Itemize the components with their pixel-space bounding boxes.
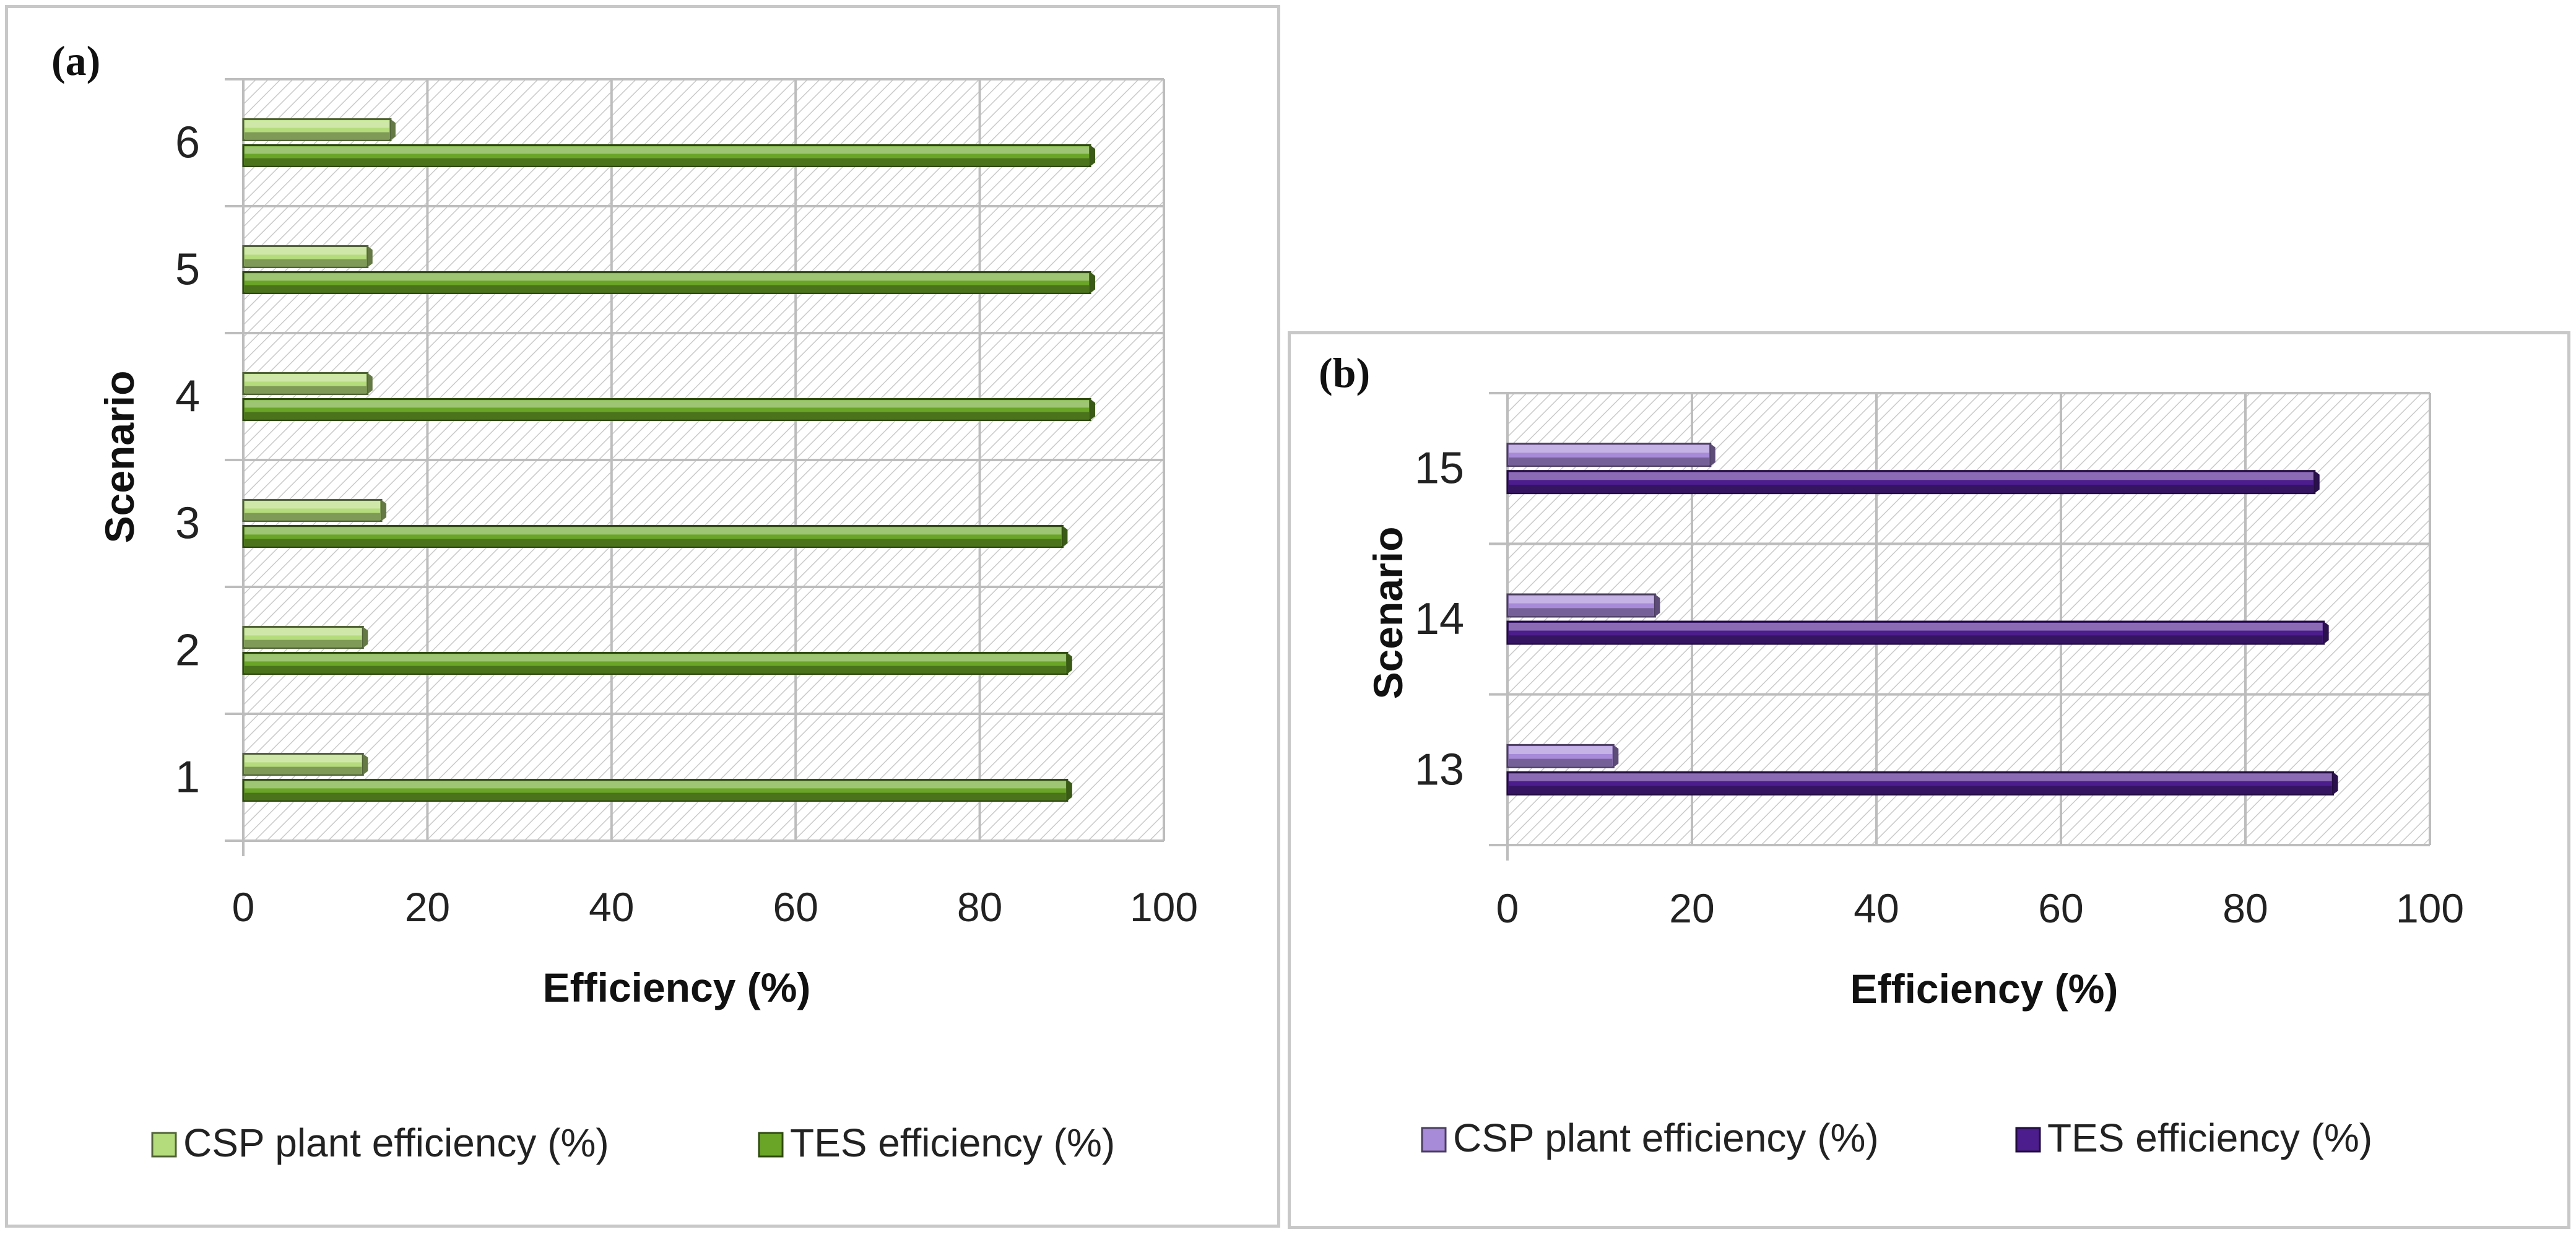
y-tick-label-b: 13 [1415, 745, 1464, 794]
bar-a-tes-scenario-3 [242, 525, 1068, 548]
bar-b-csp-scenario-15 [1506, 443, 1715, 467]
y-tick-label-a: 5 [175, 245, 200, 295]
legend-text-b-csp: CSP plant efficiency (%) [1453, 1116, 1879, 1160]
x-tick-label-b: 80 [2223, 885, 2268, 931]
legend-item-a-tes: TES efficiency (%) [758, 1121, 1115, 1165]
x-tick-label-a: 0 [232, 884, 255, 930]
bar-a-csp-scenario-1 [242, 753, 368, 776]
chart-b: (b) 0 20 40 60 80 100 13 14 15 Efficiency (%) Sc… [1319, 349, 2464, 1160]
x-tick-label-a: 20 [405, 884, 450, 930]
legend-text-a-tes: TES efficiency (%) [790, 1121, 1115, 1165]
bar-a-tes-scenario-1 [242, 779, 1072, 802]
x-tick-label-a: 100 [1130, 884, 1198, 930]
bar-b-tes-scenario-15 [1506, 470, 2320, 495]
x-tick-label-b: 40 [1854, 885, 1899, 931]
chart-panel-b: (b) 0 20 40 60 80 100 13 14 15 Efficiency (%) Sc… [1288, 331, 2570, 1229]
bar-a-csp-scenario-3 [242, 499, 387, 522]
chart-panel-a: (a) 0 20 40 60 80 100 1 2 3 4 5 6 Efficiency (%) Sc… [5, 5, 1280, 1228]
x-tick-label-b: 20 [1669, 885, 1714, 931]
legend-a: CSP plant efficiency (%) TES efficiency … [151, 1121, 1115, 1165]
bar-b-csp-scenario-14 [1506, 593, 1660, 618]
y-tick-label-b: 15 [1415, 444, 1464, 493]
panel-label-a: (a) [51, 37, 100, 84]
x-tick-label-b: 100 [2396, 885, 2464, 931]
bar-a-csp-scenario-2 [242, 626, 368, 649]
legend-b: CSP plant efficiency (%) TES efficiency … [1421, 1116, 2372, 1160]
plot-background-b [1507, 393, 2430, 845]
legend-text-b-tes: TES efficiency (%) [2047, 1116, 2372, 1160]
bar-a-tes-scenario-6 [242, 144, 1096, 167]
legend-swatch-b-csp [1421, 1127, 1447, 1153]
bar-a-tes-scenario-2 [242, 652, 1072, 675]
y-tick-label-a: 1 [175, 753, 200, 802]
x-tick-label-b: 0 [1496, 885, 1519, 931]
x-tick-label-a: 80 [957, 884, 1002, 930]
panel-label-b: (b) [1319, 349, 1370, 396]
chart-a: (a) 0 20 40 60 80 100 1 2 3 4 5 6 Efficiency (%) Sc… [51, 37, 1198, 1165]
bar-b-tes-scenario-14 [1506, 620, 2329, 645]
bar-a-tes-scenario-4 [242, 398, 1096, 421]
y-tick-label-a: 2 [175, 626, 200, 675]
y-tick-label-a: 6 [175, 118, 200, 168]
legend-swatch-b-tes [2015, 1127, 2041, 1153]
x-tick-label-b: 60 [2038, 885, 2083, 931]
legend-item-b-tes: TES efficiency (%) [2015, 1116, 2372, 1160]
legend-text-a-csp: CSP plant efficiency (%) [183, 1121, 609, 1165]
bar-a-tes-scenario-5 [242, 271, 1096, 294]
legend-swatch-a-tes [758, 1132, 784, 1158]
y-tick-label-a: 4 [175, 372, 200, 422]
y-axis-label-b: Scenario [1365, 527, 1411, 700]
x-axis-label-a: Efficiency (%) [543, 965, 811, 1010]
bar-b-csp-scenario-13 [1506, 744, 1619, 768]
y-axis-label-a: Scenario [97, 371, 142, 544]
x-tick-label-a: 40 [589, 884, 634, 930]
x-tick-label-a: 60 [773, 884, 818, 930]
bar-b-tes-scenario-13 [1506, 771, 2338, 796]
legend-swatch-a-csp [151, 1132, 177, 1158]
bar-a-csp-scenario-6 [242, 118, 396, 141]
bar-a-csp-scenario-4 [242, 372, 373, 395]
legend-item-b-csp: CSP plant efficiency (%) [1421, 1116, 1879, 1160]
bar-a-csp-scenario-5 [242, 245, 373, 268]
legend-item-a-csp: CSP plant efficiency (%) [151, 1121, 609, 1165]
x-axis-label-b: Efficiency (%) [1850, 966, 2118, 1012]
y-tick-label-b: 14 [1415, 594, 1464, 644]
y-tick-label-a: 3 [175, 499, 200, 549]
